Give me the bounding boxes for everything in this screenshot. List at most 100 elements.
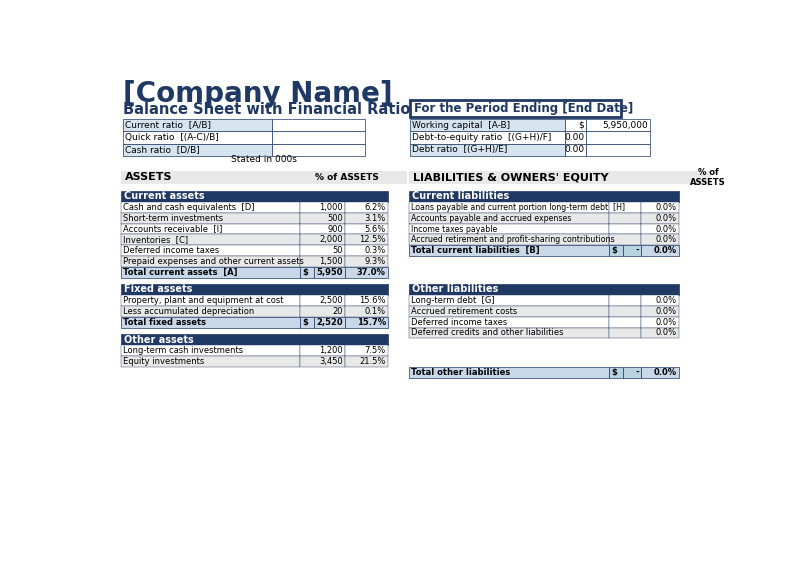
- Text: Loans payable and current portion long-term debt  [H]: Loans payable and current portion long-t…: [411, 203, 625, 212]
- Text: 3.1%: 3.1%: [364, 214, 386, 223]
- Text: 500: 500: [327, 214, 343, 223]
- Text: Total current assets  [A]: Total current assets [A]: [123, 268, 237, 277]
- Bar: [609, 295, 642, 306]
- Bar: [121, 266, 301, 278]
- Text: Cash and cash equivalents  [D]: Cash and cash equivalents [D]: [123, 203, 254, 212]
- Text: Accounts payable and accrued expenses: Accounts payable and accrued expenses: [411, 214, 572, 223]
- Bar: [121, 317, 301, 328]
- Bar: [301, 213, 345, 224]
- Bar: [609, 202, 642, 213]
- Text: Total other liabilities: Total other liabilities: [411, 368, 510, 377]
- Bar: [121, 191, 388, 202]
- Text: $: $: [303, 318, 309, 327]
- Bar: [410, 119, 565, 131]
- Bar: [409, 202, 609, 213]
- Bar: [345, 245, 388, 256]
- Text: Other assets: Other assets: [124, 334, 194, 344]
- Text: Prepaid expenses and other current assets: Prepaid expenses and other current asset…: [123, 257, 304, 266]
- Text: [Company Name]: [Company Name]: [123, 80, 393, 108]
- Bar: [345, 317, 388, 328]
- Bar: [410, 100, 620, 117]
- Bar: [121, 256, 301, 266]
- Bar: [301, 202, 345, 213]
- Text: Cash ratio  [D/B]: Cash ratio [D/B]: [126, 145, 200, 154]
- Bar: [609, 234, 642, 245]
- Bar: [609, 224, 642, 234]
- Bar: [642, 202, 679, 213]
- Text: Long-term debt  [G]: Long-term debt [G]: [411, 296, 495, 305]
- Bar: [301, 295, 345, 306]
- Text: % of ASSETS: % of ASSETS: [315, 173, 379, 182]
- Text: 0.3%: 0.3%: [364, 246, 386, 255]
- Bar: [345, 266, 388, 278]
- Text: Equity investments: Equity investments: [123, 357, 204, 366]
- Text: Accrued retirement costs: Accrued retirement costs: [411, 307, 518, 316]
- Bar: [642, 224, 679, 234]
- Bar: [345, 256, 388, 266]
- Bar: [409, 306, 609, 317]
- Text: 3,450: 3,450: [319, 357, 343, 366]
- Bar: [642, 328, 679, 338]
- Bar: [301, 317, 314, 328]
- Bar: [121, 334, 388, 345]
- Text: 5,950,000: 5,950,000: [602, 121, 648, 130]
- Bar: [121, 284, 388, 295]
- Bar: [409, 213, 609, 224]
- Bar: [609, 328, 642, 338]
- Bar: [123, 119, 271, 131]
- Bar: [301, 234, 345, 245]
- Text: $: $: [612, 246, 617, 255]
- Text: Fixed assets: Fixed assets: [124, 284, 192, 295]
- Bar: [121, 234, 301, 245]
- Bar: [642, 306, 679, 317]
- Bar: [409, 245, 609, 256]
- Bar: [409, 234, 609, 245]
- Bar: [409, 317, 609, 328]
- Bar: [642, 317, 679, 328]
- Text: Debt-to-equity ratio  [(G+H)/F]: Debt-to-equity ratio [(G+H)/F]: [412, 133, 552, 142]
- Bar: [565, 131, 586, 144]
- Text: 2,500: 2,500: [319, 296, 343, 305]
- Text: ASSETS: ASSETS: [125, 172, 172, 182]
- Bar: [410, 131, 565, 144]
- Text: -: -: [636, 368, 639, 377]
- Text: 12.5%: 12.5%: [360, 235, 386, 244]
- Bar: [345, 295, 388, 306]
- Text: 0.0%: 0.0%: [655, 224, 676, 233]
- Text: $: $: [578, 121, 584, 130]
- Text: Total fixed assets: Total fixed assets: [123, 318, 206, 327]
- Bar: [623, 245, 642, 256]
- Text: 0.0%: 0.0%: [655, 203, 676, 212]
- Text: 1,200: 1,200: [319, 346, 343, 355]
- Text: Deferred income taxes: Deferred income taxes: [411, 318, 508, 327]
- Bar: [121, 245, 301, 256]
- Text: 0.0%: 0.0%: [655, 296, 676, 305]
- Text: Working capital  [A-B]: Working capital [A-B]: [412, 121, 510, 130]
- Text: Inventories  [C]: Inventories [C]: [123, 235, 188, 244]
- Bar: [409, 328, 609, 338]
- Text: $: $: [612, 368, 617, 377]
- Text: 0.1%: 0.1%: [364, 307, 386, 316]
- Text: 15.7%: 15.7%: [356, 318, 386, 327]
- Bar: [345, 306, 388, 317]
- Bar: [623, 367, 642, 378]
- Text: LIABILITIES & OWNERS' EQUITY: LIABILITIES & OWNERS' EQUITY: [413, 172, 608, 182]
- Bar: [271, 119, 364, 131]
- Text: Quick ratio  [(A-C)/B]: Quick ratio [(A-C)/B]: [126, 133, 219, 142]
- Bar: [586, 131, 650, 144]
- Text: Short-term investments: Short-term investments: [123, 214, 223, 223]
- Text: 15.6%: 15.6%: [359, 296, 386, 305]
- Bar: [271, 144, 364, 156]
- Text: 50: 50: [333, 246, 343, 255]
- Bar: [609, 317, 642, 328]
- Text: 20: 20: [333, 307, 343, 316]
- Bar: [409, 367, 609, 378]
- Bar: [345, 356, 388, 367]
- Bar: [301, 356, 345, 367]
- Text: Deferred income taxes: Deferred income taxes: [123, 246, 220, 255]
- Text: 5,950: 5,950: [317, 268, 343, 277]
- Bar: [314, 266, 345, 278]
- Bar: [301, 306, 345, 317]
- Bar: [345, 345, 388, 356]
- Text: 1,500: 1,500: [319, 257, 343, 266]
